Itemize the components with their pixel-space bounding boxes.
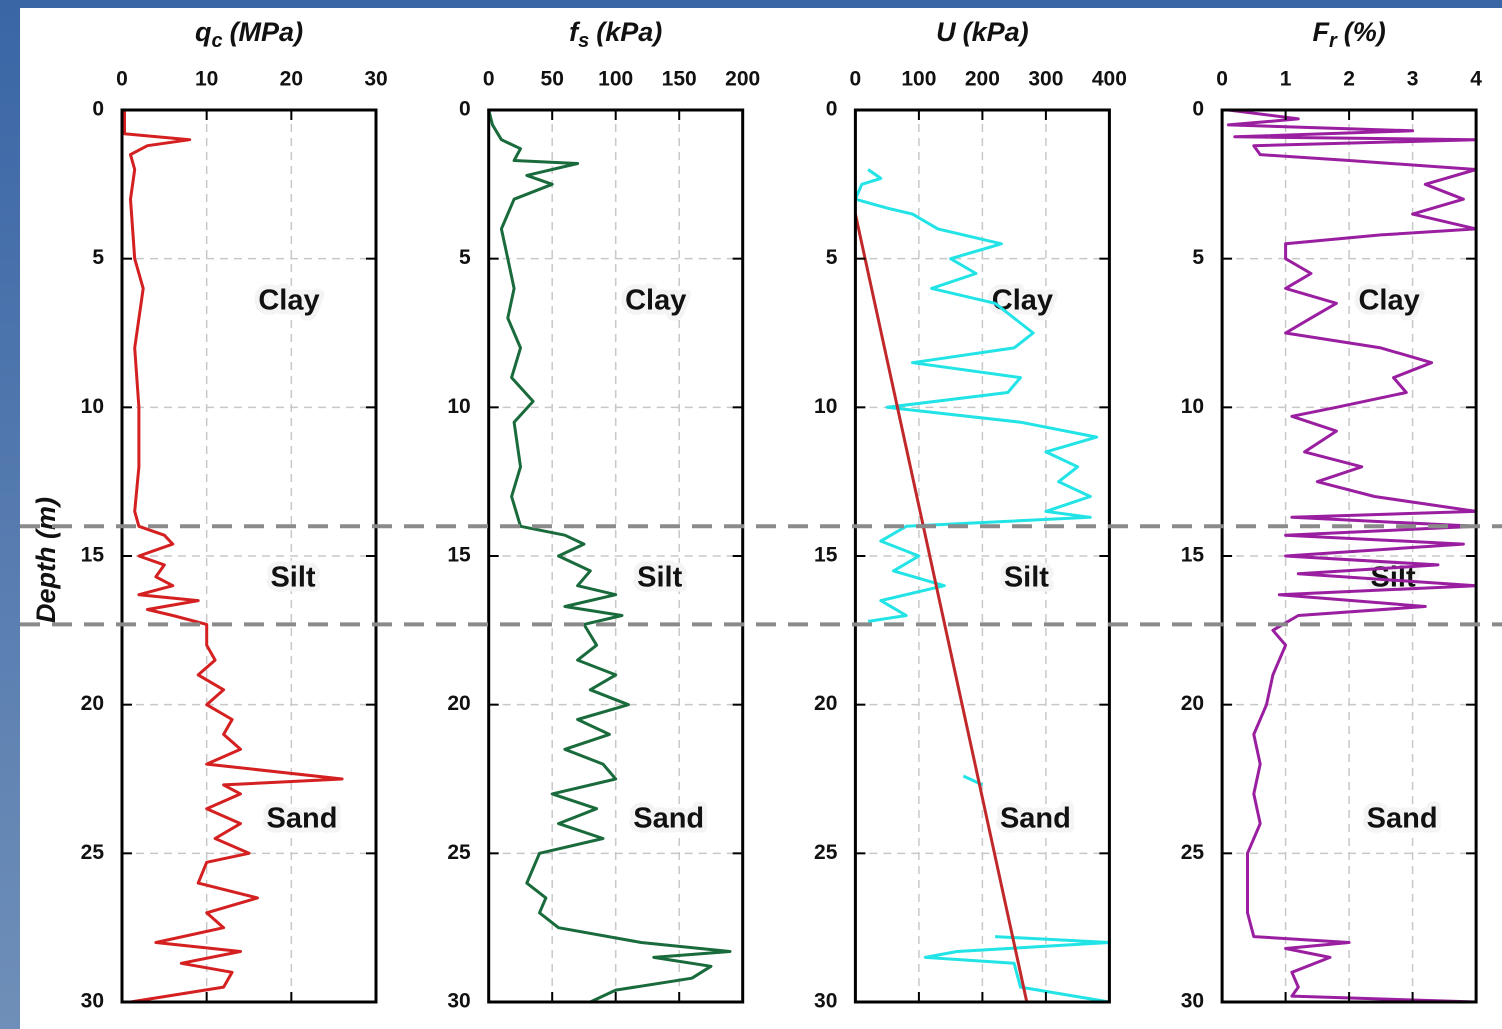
y-tick-label: 0	[1192, 98, 1204, 121]
layer-label: Sand	[1367, 803, 1438, 835]
layer-label: Silt	[270, 562, 315, 594]
plot-background	[20, 8, 1502, 1029]
x-tick-label: 0	[483, 68, 495, 91]
data-line	[123, 110, 344, 1004]
x-tick-label: 50	[541, 68, 564, 91]
title-symbol: q	[195, 17, 212, 47]
y-tick-label: 0	[92, 98, 104, 121]
title-subscript: s	[578, 30, 589, 52]
title-symbol: F	[1312, 17, 1330, 47]
data-line	[1226, 108, 1478, 1004]
title-unit: (kPa)	[596, 17, 662, 47]
y-tick-label: 15	[447, 544, 471, 567]
x-tick-label: 300	[1028, 68, 1063, 91]
y-tick-label: 20	[447, 692, 470, 715]
y-tick-label: 25	[447, 841, 471, 864]
x-tick-label: 20	[280, 68, 303, 91]
x-tick-label: 30	[364, 68, 387, 91]
axis-title: U (kPa)	[936, 17, 1029, 47]
layer-label: Sand	[1000, 803, 1071, 835]
y-tick-label: 25	[81, 841, 105, 864]
x-tick-label: 200	[965, 68, 1000, 91]
x-tick-label: 1	[1280, 68, 1292, 91]
y-tick-label: 15	[1181, 544, 1205, 567]
layer-label: Clay	[992, 285, 1053, 317]
axis-title: qc (MPa)	[195, 17, 303, 52]
y-tick-label: 25	[814, 841, 838, 864]
y-tick-label: 10	[81, 395, 104, 418]
x-tick-label: 0	[1216, 68, 1228, 91]
y-tick-label: 0	[826, 98, 838, 121]
y-tick-label: 0	[459, 98, 471, 121]
y-tick-label: 5	[92, 246, 104, 269]
x-tick-label: 200	[725, 68, 760, 91]
y-tick-label: 10	[1181, 395, 1204, 418]
y-tick-label: 15	[814, 544, 838, 567]
x-tick-label: 100	[598, 68, 633, 91]
title-symbol: f	[569, 17, 581, 47]
layer-label: Silt	[637, 562, 682, 594]
y-axis-label: Depth (m)	[31, 497, 61, 623]
x-tick-label: 0	[850, 68, 862, 91]
y-tick-label: 20	[81, 692, 104, 715]
title-subscript: c	[211, 30, 222, 52]
x-tick-label: 3	[1407, 68, 1419, 91]
x-tick-label: 0	[116, 68, 128, 91]
y-tick-label: 15	[81, 544, 105, 567]
title-unit: (MPa)	[230, 17, 304, 47]
title-symbol: U	[936, 17, 957, 47]
y-tick-label: 30	[814, 990, 837, 1013]
y-tick-label: 30	[81, 990, 104, 1013]
axis-title: Fr (%)	[1312, 17, 1385, 52]
y-tick-label: 5	[826, 246, 838, 269]
title-unit: (kPa)	[963, 17, 1029, 47]
layer-label: Silt	[1004, 562, 1049, 594]
y-tick-label: 30	[447, 990, 470, 1013]
y-tick-label: 10	[447, 395, 470, 418]
x-tick-label: 10	[195, 68, 218, 91]
x-tick-label: 4	[1470, 68, 1482, 91]
layer-label: Clay	[1358, 285, 1419, 317]
title-subscript: r	[1329, 30, 1338, 52]
y-tick-label: 5	[459, 246, 471, 269]
y-tick-label: 20	[814, 692, 837, 715]
data-line	[853, 213, 1029, 1003]
layer-label: Sand	[633, 803, 704, 835]
x-tick-label: 2	[1343, 68, 1355, 91]
y-tick-label: 20	[1181, 692, 1204, 715]
x-tick-label: 400	[1092, 68, 1127, 91]
title-unit: (%)	[1344, 17, 1386, 47]
axis-title: fs (kPa)	[569, 17, 662, 52]
data-line	[487, 109, 732, 1004]
y-tick-label: 5	[1192, 246, 1204, 269]
y-tick-label: 10	[814, 395, 837, 418]
layer-label: Sand	[267, 803, 338, 835]
x-tick-label: 100	[901, 68, 936, 91]
x-tick-label: 150	[662, 68, 697, 91]
y-tick-label: 25	[1181, 841, 1205, 864]
y-tick-label: 30	[1181, 990, 1204, 1013]
layer-label: Clay	[258, 285, 319, 317]
layer-label: Clay	[625, 285, 686, 317]
